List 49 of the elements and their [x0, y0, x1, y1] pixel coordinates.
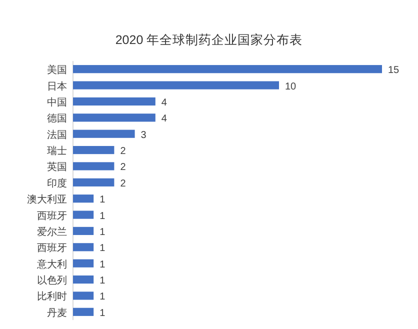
- y-tick-label: 意大利: [36, 258, 67, 270]
- data-label: 1: [100, 226, 106, 238]
- data-label: 10: [285, 81, 297, 92]
- bar: [73, 259, 94, 268]
- bar: [73, 178, 114, 186]
- data-label: 2: [120, 178, 126, 190]
- data-label: 1: [100, 276, 106, 287]
- data-label: 1: [100, 210, 106, 222]
- bar: [73, 210, 94, 219]
- bar: [73, 308, 94, 316]
- data-label: 1: [100, 243, 106, 254]
- bar: [73, 65, 382, 74]
- bar: [73, 243, 94, 252]
- y-tick-label: 中国: [47, 96, 67, 108]
- data-label: 4: [161, 97, 168, 108]
- bar: [73, 81, 279, 90]
- data-label: 1: [100, 194, 106, 206]
- bar: [73, 130, 135, 138]
- bar: [73, 97, 156, 106]
- data-label: 1: [100, 259, 106, 270]
- y-tick-label: 美国: [47, 64, 67, 76]
- y-tick-label: 德国: [47, 114, 67, 125]
- y-tick-label: 以色列: [37, 274, 67, 287]
- data-label: 1: [100, 308, 106, 319]
- y-tick-label: 法国: [47, 128, 67, 141]
- data-label: 4: [161, 114, 168, 125]
- data-label: 2: [120, 146, 126, 158]
- bar: [73, 226, 94, 236]
- bar: [73, 146, 114, 154]
- y-tick-label: 日本: [47, 80, 67, 92]
- y-tick-label: 瑞士: [47, 145, 67, 158]
- y-tick-label: 爱尔兰: [37, 226, 67, 238]
- data-label: 2: [120, 162, 126, 174]
- data-label: 3: [140, 130, 147, 141]
- y-tick-label: 澳大利亚: [27, 194, 67, 206]
- data-label: 1: [100, 292, 106, 303]
- y-tick-label: 西班牙: [37, 210, 67, 222]
- bar: [73, 162, 114, 170]
- y-tick-label: 英国: [47, 161, 67, 174]
- y-tick-label: 比利时: [37, 290, 67, 303]
- bar: [73, 114, 156, 122]
- data-label: 15: [388, 65, 400, 76]
- bar: [73, 194, 94, 203]
- chart-title: 2020 年全球制药企业国家分布表: [115, 32, 303, 47]
- y-tick-label: 西班牙: [37, 242, 67, 254]
- bar: [73, 275, 94, 284]
- bar: [73, 292, 94, 300]
- y-tick-label: 丹麦: [47, 306, 67, 319]
- y-tick-label: 印度: [47, 177, 67, 190]
